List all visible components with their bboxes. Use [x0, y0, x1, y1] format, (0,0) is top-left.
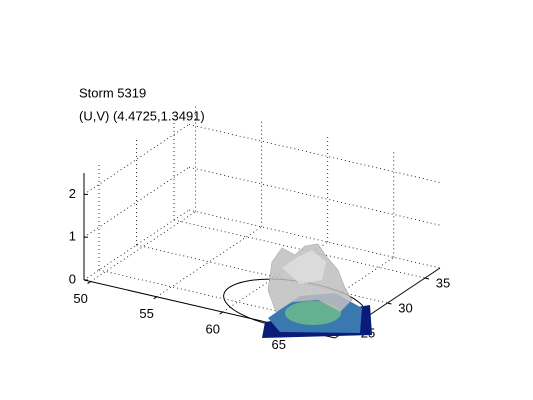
grid-line [188, 124, 441, 183]
y-tick-label: 30 [398, 300, 412, 315]
z-tick-label: 1 [69, 229, 76, 244]
chart-subtitle: (U,V) (4.4725,1.3491) [79, 108, 205, 123]
y-tick [424, 277, 430, 280]
storm-surface [223, 243, 372, 338]
x-tick-label: 60 [205, 321, 219, 336]
storm-highlight [282, 250, 326, 284]
y-tick-label: 35 [436, 275, 450, 290]
chart-title: Storm 5319 [79, 85, 146, 100]
storm-core [285, 301, 341, 325]
grid-line [188, 209, 441, 269]
y-tick [387, 302, 392, 305]
grid-line [188, 166, 441, 226]
z-tick-label: 2 [69, 186, 76, 201]
x-tick-label: 55 [139, 306, 153, 321]
x-tick-label: 65 [272, 337, 286, 352]
grid-line [136, 244, 388, 304]
grid-line [173, 219, 426, 279]
z-tick-label: 0 [69, 271, 76, 286]
x-tick-label: 50 [73, 291, 87, 306]
